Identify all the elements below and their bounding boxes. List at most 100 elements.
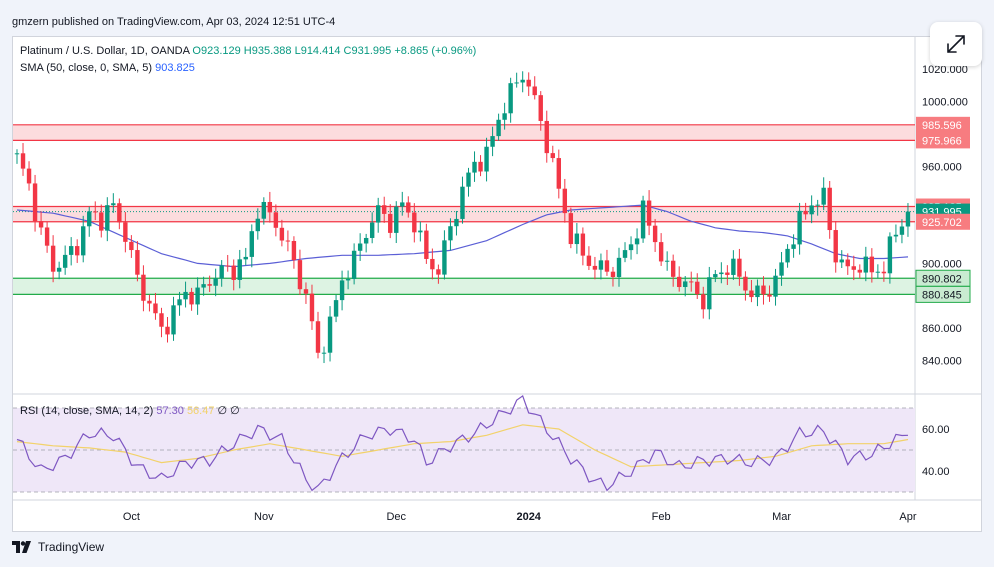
candle-body <box>231 265 236 280</box>
candle-body <box>695 281 700 295</box>
footer-brand[interactable]: TradingView <box>38 540 105 554</box>
candle-body <box>502 113 507 120</box>
candle-body <box>821 187 826 205</box>
candle-body <box>725 272 730 275</box>
sma-label[interactable]: SMA (50, close, 0, SMA, 5) <box>20 62 153 74</box>
candle-body <box>574 233 580 245</box>
candle-body <box>93 211 98 213</box>
candle-body <box>773 275 778 297</box>
symbol-label[interactable]: Platinum / U.S. Dollar, 1D, OANDA <box>20 45 190 57</box>
price-label-resistance: 985.596 <box>922 120 962 132</box>
candle-body <box>249 231 254 257</box>
candle-body <box>496 119 501 137</box>
candle-body <box>478 161 483 172</box>
candle-body <box>761 285 766 295</box>
candle-body <box>159 313 164 327</box>
candle-body <box>755 285 760 298</box>
candle-body <box>261 201 267 219</box>
expand-icon <box>947 35 965 53</box>
candle-body <box>731 258 736 275</box>
candle-body <box>664 260 670 262</box>
candle-body <box>797 210 802 245</box>
candle-body <box>207 284 212 286</box>
candle-body <box>424 230 429 259</box>
candle-body <box>418 230 423 233</box>
low-value: L914.414 <box>294 45 341 57</box>
candle-body <box>857 269 862 273</box>
candle-body <box>309 293 315 322</box>
candle-body <box>68 246 74 255</box>
candle-body <box>689 281 694 283</box>
candle-body <box>388 213 393 233</box>
candle-body <box>291 240 297 261</box>
candle-body <box>75 246 80 256</box>
candle-body <box>460 186 465 219</box>
candle-body <box>767 294 772 297</box>
candle-body <box>117 203 122 223</box>
candle-body <box>243 256 248 260</box>
time-tick-label: Feb <box>652 511 671 523</box>
price-label-support: 880.845 <box>922 289 962 301</box>
sma-line <box>16 204 909 268</box>
candle-body <box>123 222 128 242</box>
fullscreen-button[interactable] <box>930 22 982 66</box>
candle-body <box>129 241 134 251</box>
candle-body <box>743 276 748 291</box>
candle-body <box>845 259 850 267</box>
candle-body <box>508 83 513 114</box>
candle-body <box>749 290 754 298</box>
price-tick-label: 960.000 <box>922 161 962 173</box>
candle-body <box>219 265 224 279</box>
candle-body <box>285 240 291 242</box>
candle-body <box>105 205 110 231</box>
candle-body <box>56 267 62 272</box>
candle-body <box>490 136 495 147</box>
candle-body <box>815 204 820 206</box>
candle-body <box>899 226 905 235</box>
price-label-bg-resistance <box>916 132 970 149</box>
rsi-line <box>16 394 909 492</box>
rsi-label[interactable]: RSI (14, close, SMA, 14, 2) <box>20 405 154 417</box>
candle-body <box>466 172 471 187</box>
price-label-resistance: 925.702 <box>922 217 962 229</box>
candle-body <box>351 250 357 280</box>
candle-body <box>26 168 32 184</box>
candle-body <box>339 280 345 301</box>
open-value: O923.129 <box>192 45 241 57</box>
candle-body <box>177 299 182 306</box>
candle-body <box>44 227 50 246</box>
candle-body <box>87 211 92 227</box>
candle-body <box>81 226 86 256</box>
candle-body <box>333 300 339 317</box>
zone-resistance-upper <box>13 124 915 141</box>
candle-body <box>321 352 327 354</box>
candle-body <box>376 205 381 223</box>
candle-body <box>327 316 333 353</box>
candle-body <box>165 326 170 335</box>
candle-body <box>237 259 242 280</box>
sma-legend: SMA (50, close, 0, SMA, 5) 903.825 <box>20 62 195 74</box>
candle-body <box>406 202 411 213</box>
candle-body <box>809 205 814 215</box>
candle-body <box>135 250 140 275</box>
candle-body <box>905 211 911 227</box>
candle-body <box>556 158 561 189</box>
candle-body <box>646 200 652 226</box>
candle-body <box>369 222 375 238</box>
candle-body <box>634 238 640 245</box>
candle-body <box>183 291 188 300</box>
candle-body <box>315 321 321 353</box>
candle-body <box>658 242 664 262</box>
candle-body <box>520 79 525 83</box>
rsi-extra: ∅ ∅ <box>217 405 240 417</box>
candle-body <box>532 86 537 96</box>
rsi-tick-label: 40.00 <box>922 466 950 478</box>
candle-body <box>580 233 586 256</box>
candle-body <box>550 153 555 159</box>
candle-body <box>303 289 309 294</box>
candle-body <box>869 256 875 273</box>
candle-body <box>255 218 260 232</box>
footer: TradingView <box>12 540 104 554</box>
time-tick-label: Apr <box>899 511 916 523</box>
